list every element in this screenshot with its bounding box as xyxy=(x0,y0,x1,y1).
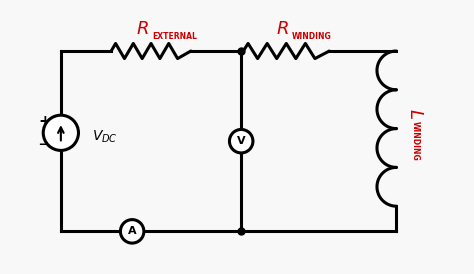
Text: −: − xyxy=(37,136,53,153)
Text: $V_{DC}$: $V_{DC}$ xyxy=(92,129,118,145)
Text: A: A xyxy=(128,226,137,236)
Text: $R$: $R$ xyxy=(136,20,149,38)
Circle shape xyxy=(120,220,144,243)
Text: +: + xyxy=(38,113,51,129)
Text: V: V xyxy=(237,136,246,146)
Text: EXTERNAL: EXTERNAL xyxy=(152,32,197,41)
Text: WINDING: WINDING xyxy=(292,32,331,41)
Circle shape xyxy=(43,115,79,150)
Circle shape xyxy=(229,129,253,153)
Text: WINDING: WINDING xyxy=(411,121,420,161)
Text: $R$: $R$ xyxy=(276,20,289,38)
Text: $L$: $L$ xyxy=(406,109,424,119)
